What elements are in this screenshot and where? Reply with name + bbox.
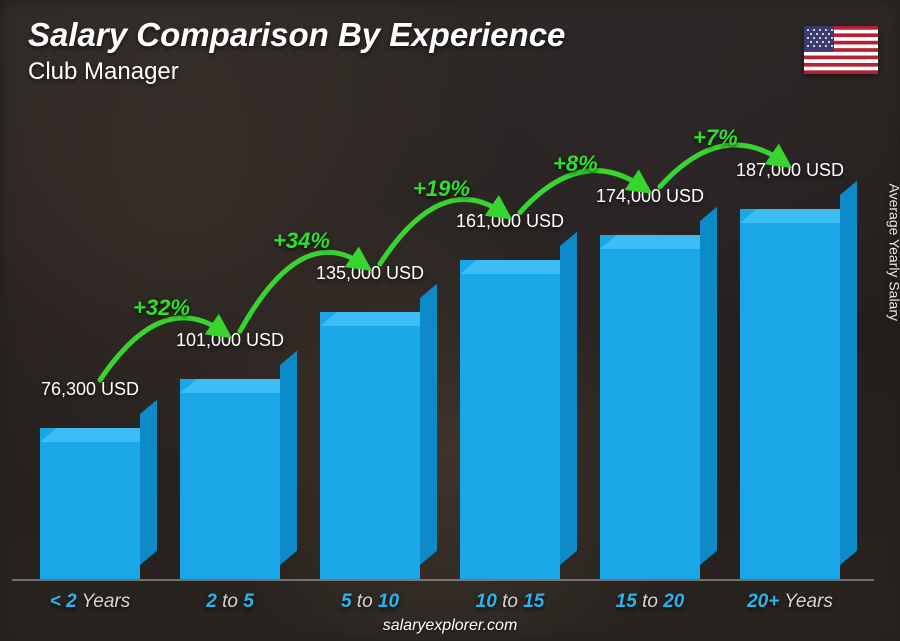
value-label: 101,000 USD xyxy=(176,330,284,351)
attribution-text: salaryexplorer.com xyxy=(0,617,900,635)
bar-slot: 101,000 USD xyxy=(160,379,300,579)
x-axis-label: < 2 Years xyxy=(20,591,160,613)
bar xyxy=(320,312,420,579)
bar xyxy=(740,209,840,579)
value-label: 174,000 USD xyxy=(596,186,704,207)
x-axis-label: 10 to 15 xyxy=(440,591,580,613)
value-label: 135,000 USD xyxy=(316,263,424,284)
bar-slot: 76,300 USD xyxy=(20,428,160,579)
bar xyxy=(600,235,700,579)
x-axis-label: 5 to 10 xyxy=(300,591,440,613)
chart-title: Salary Comparison By Experience xyxy=(28,16,565,54)
bars-row: 76,300 USD101,000 USD135,000 USD161,000 … xyxy=(20,99,860,579)
chart-area: 76,300 USD101,000 USD135,000 USD161,000 … xyxy=(20,99,860,579)
bar-slot: 161,000 USD xyxy=(440,260,580,579)
pct-increase-label: +32% xyxy=(133,295,190,321)
bar xyxy=(40,428,140,579)
x-axis-labels: < 2 Years2 to 55 to 1010 to 1515 to 2020… xyxy=(20,591,860,613)
bar-slot: 135,000 USD xyxy=(300,312,440,579)
value-label: 76,300 USD xyxy=(41,379,139,400)
x-axis-line xyxy=(12,579,874,581)
chart-subtitle: Club Manager xyxy=(28,58,179,86)
value-label: 187,000 USD xyxy=(736,160,844,181)
x-axis-label: 15 to 20 xyxy=(580,591,720,613)
pct-increase-label: +19% xyxy=(413,176,470,202)
x-axis-label: 2 to 5 xyxy=(160,591,300,613)
bar-slot: 174,000 USD xyxy=(580,235,720,579)
bar-slot: 187,000 USD xyxy=(720,209,860,579)
y-axis-label: Average Yearly Salary xyxy=(886,183,900,321)
bar xyxy=(180,379,280,579)
pct-increase-label: +7% xyxy=(693,125,738,151)
pct-increase-label: +34% xyxy=(273,228,330,254)
value-label: 161,000 USD xyxy=(456,211,564,232)
pct-increase-label: +8% xyxy=(553,151,598,177)
bar xyxy=(460,260,560,579)
x-axis-label: 20+ Years xyxy=(720,591,860,613)
flag-icon xyxy=(804,26,878,74)
chart-container: Salary Comparison By Experience Club Man… xyxy=(0,0,900,641)
